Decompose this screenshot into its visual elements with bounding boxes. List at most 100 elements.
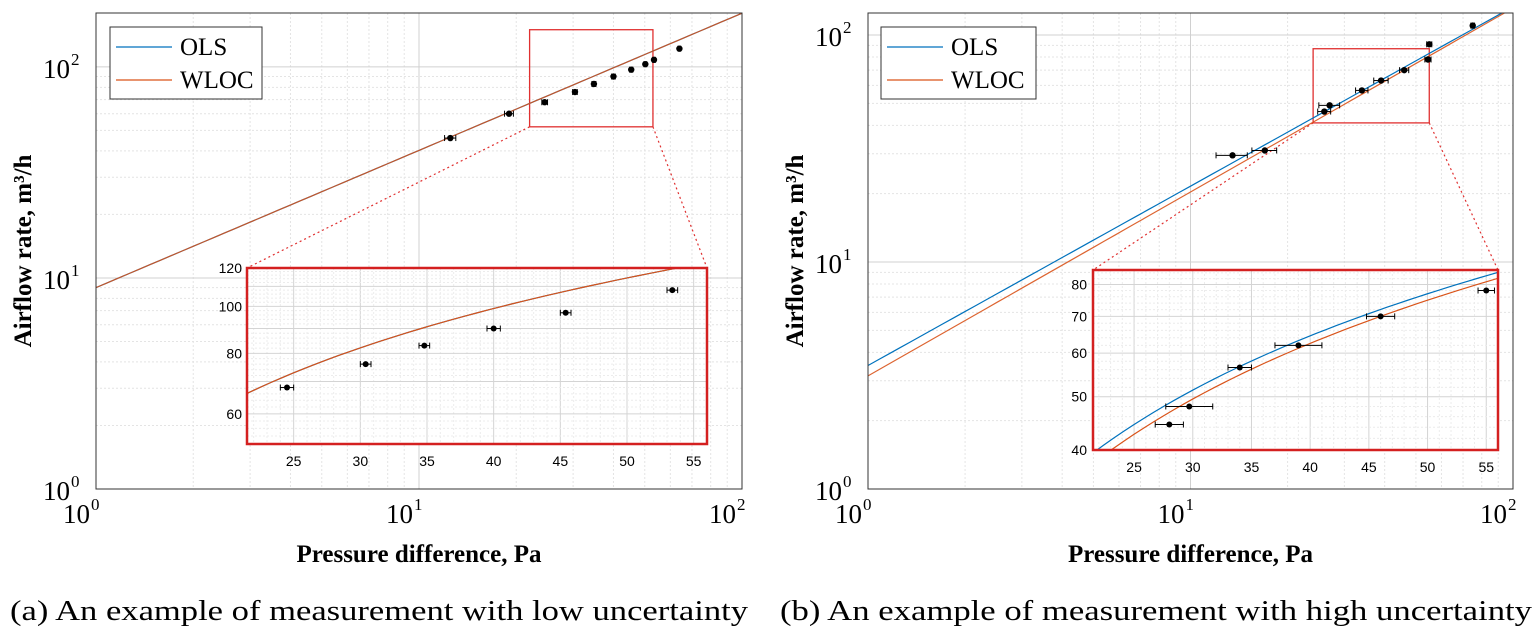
x-axis-label: Pressure difference, Pa [1068, 541, 1314, 568]
y-tick-base: 10 [43, 54, 70, 84]
y-tick-exp: 1 [71, 261, 80, 280]
series-line-ols [868, 13, 1504, 367]
inset-y-tick-label: 120 [219, 260, 243, 276]
data-point [610, 73, 617, 80]
inset-series-line-wloc [1110, 277, 1498, 450]
data-point [590, 80, 598, 88]
inset-data-point [362, 361, 369, 368]
inset-data-point [1295, 342, 1302, 349]
y-tick-exp: 0 [71, 472, 80, 491]
x-tick-exp: 2 [1508, 495, 1517, 514]
y-axis-label: Airflow rate, m³/h [782, 154, 809, 347]
inset-y-tick-label: 70 [1071, 308, 1087, 324]
x-tick-exp: 0 [863, 495, 872, 514]
data-points [444, 45, 683, 142]
inset-x-tick-label: 45 [1361, 459, 1377, 475]
y-tick-label: 10 0 [43, 472, 80, 506]
y-tick-base: 10 [43, 476, 70, 506]
x-tick-base: 10 [835, 499, 862, 529]
data-point [1469, 22, 1476, 29]
inset-y-tick-label: 60 [1071, 345, 1087, 361]
inset-x-tick-label: 30 [1185, 459, 1201, 475]
inset-frame [1091, 268, 1500, 452]
x-tick-exp: 1 [414, 495, 423, 514]
data-point [505, 110, 513, 117]
inset-background [247, 268, 707, 444]
legend: OLS WLOC [880, 26, 1037, 100]
series-line-wloc [96, 13, 742, 289]
data-point [1358, 87, 1366, 94]
inset-frame [245, 266, 709, 446]
inset-grid [247, 268, 707, 444]
inset-x-tick-label: 35 [1244, 459, 1260, 475]
data-point [676, 45, 683, 52]
legend: OLS WLOC [109, 26, 263, 100]
data-point [1321, 108, 1328, 115]
y-tick-exp: 2 [71, 50, 80, 69]
zoom-connector-left [246, 126, 530, 269]
inset-series-line-ols [1096, 271, 1498, 450]
axes-box [867, 12, 1514, 490]
x-tick-exp: 2 [737, 495, 746, 514]
legend-label: OLS [180, 34, 227, 61]
zoom-box [1312, 48, 1430, 124]
legend-box [109, 26, 263, 100]
inset-data-point [669, 287, 676, 294]
zoom-connector-right [1428, 122, 1499, 271]
x-tick-base: 10 [1158, 499, 1185, 529]
y-axis-label: Airflow rate, m³/h [10, 154, 37, 347]
y-tick-exp: 2 [843, 18, 852, 37]
inset-x-tick-label: 30 [353, 453, 369, 469]
data-point [541, 99, 548, 106]
y-tick-label: 10 2 [43, 50, 80, 84]
y-tick-base: 10 [815, 476, 842, 506]
data-point [1424, 56, 1432, 63]
y-tick-base: 10 [815, 22, 842, 52]
legend-label: WLOC [180, 67, 254, 94]
zoom-box [528, 29, 654, 128]
y-tick-exp: 0 [843, 472, 852, 491]
x-tick-label: 10 0 [63, 495, 100, 529]
data-point [1377, 77, 1385, 84]
inset: 25 30 35 40 45 50 55 40 50 60 70 80 [1071, 268, 1500, 475]
inset-y-tick-label: 80 [1071, 276, 1087, 292]
panel-caption: (b) An example of measurement with high … [780, 595, 1533, 627]
legend-label: WLOC [951, 67, 1025, 94]
data-point [447, 134, 454, 142]
inset-x-tick-label: 55 [1478, 459, 1494, 475]
inset-data-point [1166, 421, 1173, 428]
x-tick-base: 10 [709, 499, 736, 529]
inset-x-tick-label: 35 [419, 453, 435, 469]
y-tick-label: 10 0 [815, 472, 852, 506]
x-tick-base: 10 [1480, 499, 1507, 529]
x-tick-label: 10 2 [709, 495, 746, 529]
data-point [1229, 152, 1236, 159]
y-tick-exp: 1 [843, 245, 852, 264]
inset-data-point [1236, 364, 1243, 371]
data-point [1426, 41, 1433, 48]
inset-data-point [421, 342, 428, 349]
y-tick-base: 10 [43, 265, 70, 295]
x-tick-label: 10 1 [1158, 495, 1195, 529]
inset-x-tick-label: 40 [486, 453, 502, 469]
axes-box [95, 12, 743, 490]
data-point [628, 66, 635, 73]
data-point [571, 88, 579, 96]
inset-data-point [1186, 403, 1193, 410]
inset-series-line-wloc [247, 268, 681, 394]
inset-y-tick-label: 80 [226, 345, 242, 361]
data-point [1326, 102, 1333, 109]
x-tick-exp: 1 [1186, 495, 1195, 514]
inset-x-tick-label: 25 [1126, 459, 1142, 475]
inset-y-tick-label: 100 [219, 298, 243, 314]
x-tick-base: 10 [63, 499, 90, 529]
data-point [1401, 66, 1408, 74]
x-tick-base: 10 [386, 499, 413, 529]
y-tick-label: 10 1 [43, 261, 80, 295]
inset-data-point [284, 384, 290, 391]
data-points [1215, 22, 1476, 159]
x-tick-label: 10 1 [386, 495, 423, 529]
inset-data-point [490, 325, 497, 332]
